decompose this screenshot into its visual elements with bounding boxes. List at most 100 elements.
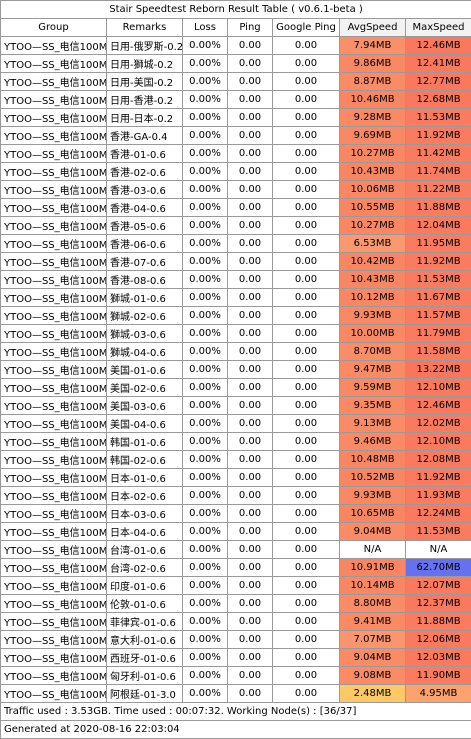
cell-group: YTOO—SS_电信100M (1, 127, 107, 145)
cell-google-ping: 0.00 (273, 289, 340, 307)
cell-max-speed: 11.22MB (406, 181, 471, 199)
cell-ping: 0.00 (228, 253, 273, 271)
cell-ping: 0.00 (228, 181, 273, 199)
cell-max-speed: 11.92MB (406, 127, 471, 145)
cell-loss: 0.00% (183, 505, 228, 523)
cell-ping: 0.00 (228, 649, 273, 667)
cell-loss: 0.00% (183, 361, 228, 379)
cell-loss: 0.00% (183, 253, 228, 271)
cell-ping: 0.00 (228, 235, 273, 253)
traffic-summary: Traffic used : 3.53GB. Time used : 00:07… (1, 703, 471, 721)
cell-max-speed: 13.22MB (406, 361, 471, 379)
cell-loss: 0.00% (183, 55, 228, 73)
cell-loss: 0.00% (183, 109, 228, 127)
cell-avg-speed: 8.80MB (340, 595, 406, 613)
cell-ping: 0.00 (228, 541, 273, 559)
cell-loss: 0.00% (183, 595, 228, 613)
cell-group: YTOO—SS_电信100M (1, 487, 107, 505)
cell-avg-speed: 8.87MB (340, 73, 406, 91)
cell-group: YTOO—SS_电信100M (1, 649, 107, 667)
cell-ping: 0.00 (228, 433, 273, 451)
cell-avg-speed: N/A (340, 541, 406, 559)
cell-remarks: 香港-GA-0.4 (107, 127, 183, 145)
cell-ping: 0.00 (228, 631, 273, 649)
cell-google-ping: 0.00 (273, 55, 340, 73)
footer-traffic-row: Traffic used : 3.53GB. Time used : 00:07… (1, 703, 471, 721)
cell-loss: 0.00% (183, 433, 228, 451)
cell-remarks: 印度-01-0.6 (107, 577, 183, 595)
cell-max-speed: 11.92MB (406, 253, 471, 271)
cell-remarks: 阿根廷-01-3.0 (107, 685, 183, 703)
cell-avg-speed: 8.70MB (340, 343, 406, 361)
cell-ping: 0.00 (228, 361, 273, 379)
cell-google-ping: 0.00 (273, 271, 340, 289)
cell-max-speed: 12.24MB (406, 505, 471, 523)
cell-loss: 0.00% (183, 127, 228, 145)
cell-avg-speed: 10.00MB (340, 325, 406, 343)
cell-google-ping: 0.00 (273, 73, 340, 91)
cell-ping: 0.00 (228, 289, 273, 307)
cell-remarks: 獅城-02-0.6 (107, 307, 183, 325)
cell-max-speed: 12.46MB (406, 397, 471, 415)
cell-google-ping: 0.00 (273, 145, 340, 163)
cell-loss: 0.00% (183, 289, 228, 307)
cell-loss: 0.00% (183, 631, 228, 649)
cell-ping: 0.00 (228, 379, 273, 397)
cell-loss: 0.00% (183, 613, 228, 631)
cell-google-ping: 0.00 (273, 37, 340, 55)
cell-avg-speed: 7.07MB (340, 631, 406, 649)
cell-avg-speed: 9.28MB (340, 109, 406, 127)
cell-max-speed: 11.42MB (406, 145, 471, 163)
cell-avg-speed: 6.53MB (340, 235, 406, 253)
cell-ping: 0.00 (228, 505, 273, 523)
cell-remarks: 日本-04-0.6 (107, 523, 183, 541)
cell-loss: 0.00% (183, 343, 228, 361)
cell-avg-speed: 9.35MB (340, 397, 406, 415)
cell-avg-speed: 9.08MB (340, 667, 406, 685)
cell-avg-speed: 10.52MB (340, 469, 406, 487)
cell-google-ping: 0.00 (273, 307, 340, 325)
cell-max-speed: 11.79MB (406, 325, 471, 343)
cell-remarks: 日本-02-0.6 (107, 487, 183, 505)
cell-loss: 0.00% (183, 667, 228, 685)
cell-group: YTOO—SS_电信100M (1, 667, 107, 685)
cell-remarks: 獅城-01-0.6 (107, 289, 183, 307)
cell-ping: 0.00 (228, 559, 273, 577)
cell-group: YTOO—SS_电信100M (1, 163, 107, 181)
cell-loss: 0.00% (183, 217, 228, 235)
cell-group: YTOO—SS_电信100M (1, 253, 107, 271)
cell-avg-speed: 9.93MB (340, 487, 406, 505)
cell-google-ping: 0.00 (273, 649, 340, 667)
cell-google-ping: 0.00 (273, 217, 340, 235)
cell-loss: 0.00% (183, 523, 228, 541)
cell-loss: 0.00% (183, 379, 228, 397)
cell-loss: 0.00% (183, 145, 228, 163)
cell-google-ping: 0.00 (273, 595, 340, 613)
cell-loss: 0.00% (183, 649, 228, 667)
cell-ping: 0.00 (228, 325, 273, 343)
cell-remarks: 伦敦-01-0.6 (107, 595, 183, 613)
cell-group: YTOO—SS_电信100M (1, 37, 107, 55)
header-row: Group Remarks Loss Ping Google Ping AvgS… (1, 19, 471, 37)
cell-google-ping: 0.00 (273, 379, 340, 397)
cell-ping: 0.00 (228, 109, 273, 127)
cell-avg-speed: 10.43MB (340, 271, 406, 289)
cell-max-speed: N/A (406, 541, 471, 559)
cell-group: YTOO—SS_电信100M (1, 505, 107, 523)
cell-max-speed: 11.67MB (406, 289, 471, 307)
cell-group: YTOO—SS_电信100M (1, 595, 107, 613)
